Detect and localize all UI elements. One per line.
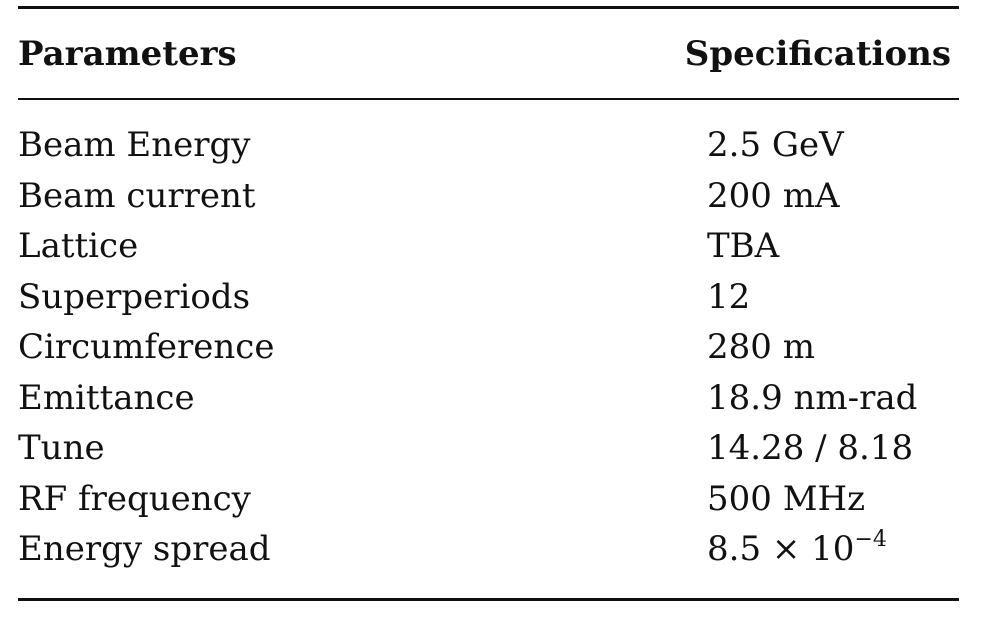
table-row: Energy spread 8.5 × 10−4: [18, 524, 959, 575]
row-parameter: RF frequency: [18, 478, 251, 519]
row-parameter: Emittance: [18, 377, 195, 418]
header-parameters: Parameters: [18, 33, 237, 74]
table-row: Lattice TBA: [18, 221, 959, 272]
header-specifications: Specifications: [684, 33, 951, 74]
row-spec: 500 MHz: [707, 478, 866, 519]
spec-exponent: −4: [854, 527, 887, 553]
table-row: Emittance 18.9 nm-rad: [18, 373, 959, 424]
table-row: Circumference 280 m: [18, 322, 959, 373]
bottom-rule: [18, 597, 959, 601]
row-spec: 200 mA: [707, 175, 840, 216]
row-spec: 18.9 nm-rad: [707, 377, 918, 418]
row-parameter: Tune: [18, 428, 105, 469]
row-parameter: Superperiods: [18, 276, 251, 317]
table-row: Beam current 200 mA: [18, 171, 959, 222]
table-header-row: Parameters Specifications: [18, 9, 959, 98]
table-row: Superperiods 12: [18, 272, 959, 323]
row-spec: TBA: [707, 226, 780, 267]
table-body: Beam Energy 2.5 GeV Beam current 200 mA …: [18, 100, 959, 598]
table-row: Tune 14.28 / 8.18: [18, 423, 959, 474]
top-rule: [18, 6, 959, 9]
row-spec: 14.28 / 8.18: [707, 428, 914, 469]
header-rule: [18, 98, 959, 100]
row-spec: 12: [707, 276, 751, 317]
table-row: Beam Energy 2.5 GeV: [18, 120, 959, 171]
table-row: RF frequency 500 MHz: [18, 474, 959, 525]
spec-base: 8.5 × 10: [707, 529, 855, 570]
row-parameter: Beam Energy: [18, 125, 251, 166]
specifications-table: Parameters Specifications Beam Energy 2.…: [18, 6, 959, 601]
row-parameter: Circumference: [18, 327, 275, 368]
row-parameter: Energy spread: [18, 529, 271, 570]
row-parameter: Lattice: [18, 226, 139, 267]
row-spec: 8.5 × 10−4: [707, 527, 959, 570]
row-spec: 280 m: [707, 327, 815, 368]
row-spec: 2.5 GeV: [707, 125, 844, 166]
row-parameter: Beam current: [18, 175, 256, 216]
